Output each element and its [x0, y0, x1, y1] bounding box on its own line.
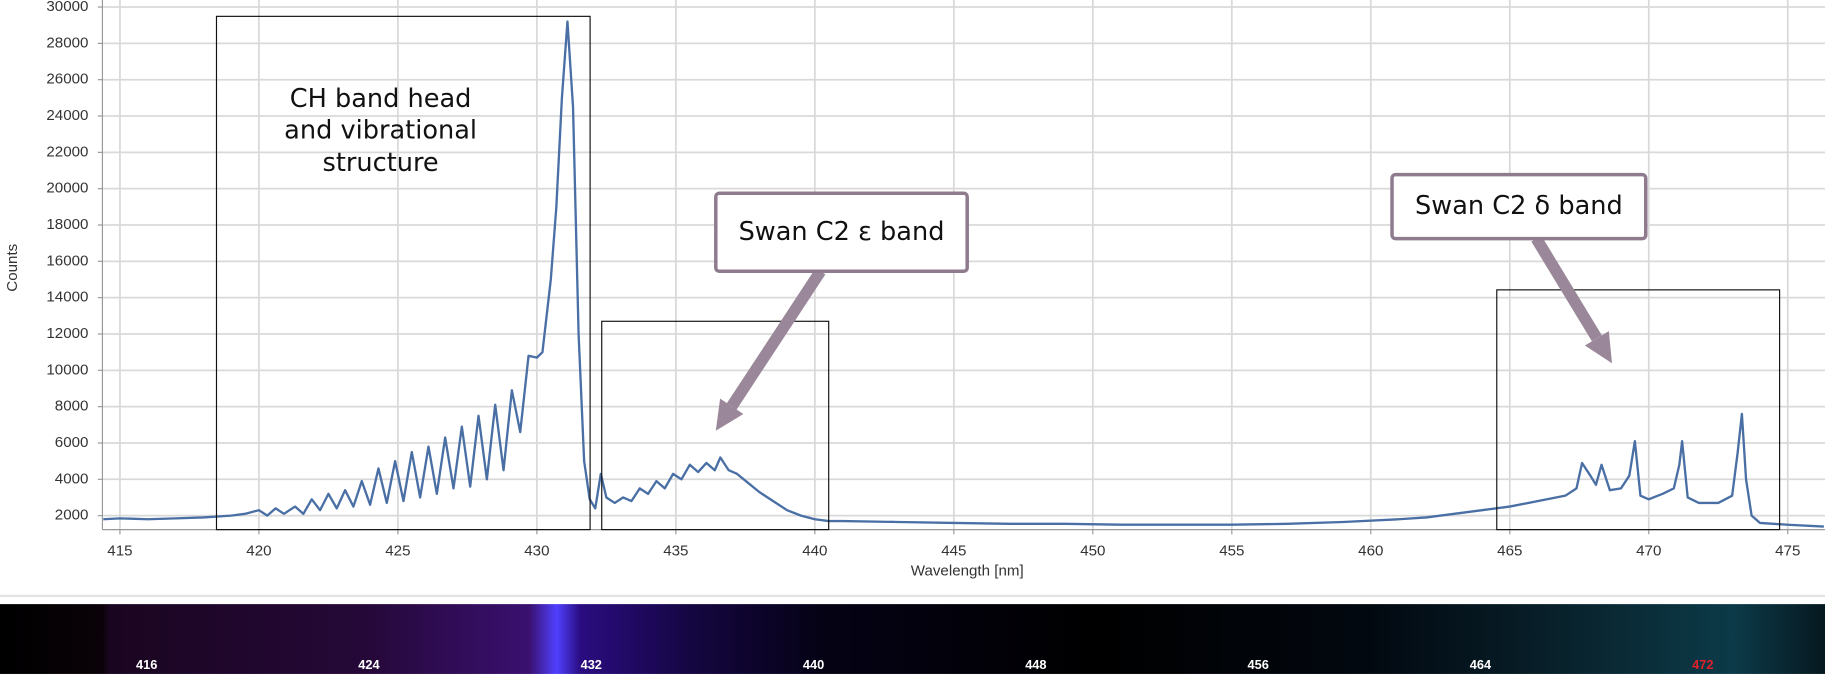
delta-region-box	[1496, 289, 1781, 531]
y-tick-label: 12000	[46, 325, 88, 342]
x-tick-label: 470	[1636, 543, 1661, 560]
arrow-head	[1584, 331, 1613, 364]
y-tick-label: 30000	[46, 0, 88, 15]
x-tick-label: 430	[524, 543, 549, 560]
callout-box	[714, 191, 969, 273]
arrow	[1531, 235, 1602, 342]
ch-region-box	[215, 15, 591, 531]
y-tick-label: 14000	[46, 289, 88, 306]
spectrum-strip	[0, 604, 1825, 674]
x-tick-label: 450	[1080, 543, 1105, 560]
annotation-text: structure	[323, 148, 439, 178]
arrow	[726, 268, 826, 410]
x-tick-label: 440	[802, 543, 827, 560]
x-tick-label: 460	[1358, 543, 1383, 560]
annotation-text: Swan C2 ε band	[739, 217, 945, 247]
y-tick-label: 18000	[46, 216, 88, 233]
x-axis-label: Wavelength [nm]	[911, 563, 1024, 580]
spectrum-tick-label: 456	[1247, 657, 1268, 672]
spectrum-tick-label: 464	[1470, 657, 1492, 672]
x-tick-label: 435	[663, 543, 688, 560]
y-axis-label: Counts	[4, 243, 21, 291]
plot	[103, 20, 1824, 528]
y-tick-label: 16000	[46, 252, 88, 269]
annotation-text: CH band head	[290, 84, 472, 114]
spectrum-tick-label: 416	[136, 657, 157, 672]
y-tick-label: 20000	[46, 180, 88, 197]
x-tick-label: 415	[107, 543, 132, 560]
x-tick-label: 465	[1497, 543, 1522, 560]
y-tick-label: 2000	[55, 507, 89, 524]
y-tick-label: 28000	[46, 34, 88, 51]
annotation-text: Swan C2 δ band	[1415, 191, 1623, 221]
spectrum-labels: 416 424 432 440 448 456 464 472	[136, 657, 1713, 672]
y-tick-label: 6000	[55, 434, 89, 451]
spectrum-tick-label: 440	[803, 657, 824, 672]
spectrum-tick-label: 472	[1692, 657, 1713, 672]
spectrum-line	[103, 20, 1824, 528]
x-tick-label: 425	[385, 543, 410, 560]
y-tick-label: 22000	[46, 143, 88, 160]
x-tick-label: 445	[941, 543, 966, 560]
x-tick-label: 475	[1775, 543, 1800, 560]
spectrum-tick-label: 432	[581, 657, 602, 672]
y-tick-label: 4000	[55, 470, 89, 487]
arrow-head	[715, 398, 744, 431]
callout-box	[1390, 172, 1648, 241]
x-tick-label: 420	[246, 543, 271, 560]
spectrum-tick-label: 448	[1025, 657, 1046, 672]
x-tick-label: 455	[1219, 543, 1244, 560]
y-tick-label: 24000	[46, 107, 88, 124]
epsilon-region-box	[601, 320, 830, 531]
y-tick-label: 10000	[46, 361, 88, 378]
y-tick-label: 8000	[55, 398, 89, 415]
spectrum-tick-label: 424	[358, 657, 380, 672]
annotation-text: and vibrational	[284, 116, 477, 146]
y-tick-label: 26000	[46, 71, 88, 88]
